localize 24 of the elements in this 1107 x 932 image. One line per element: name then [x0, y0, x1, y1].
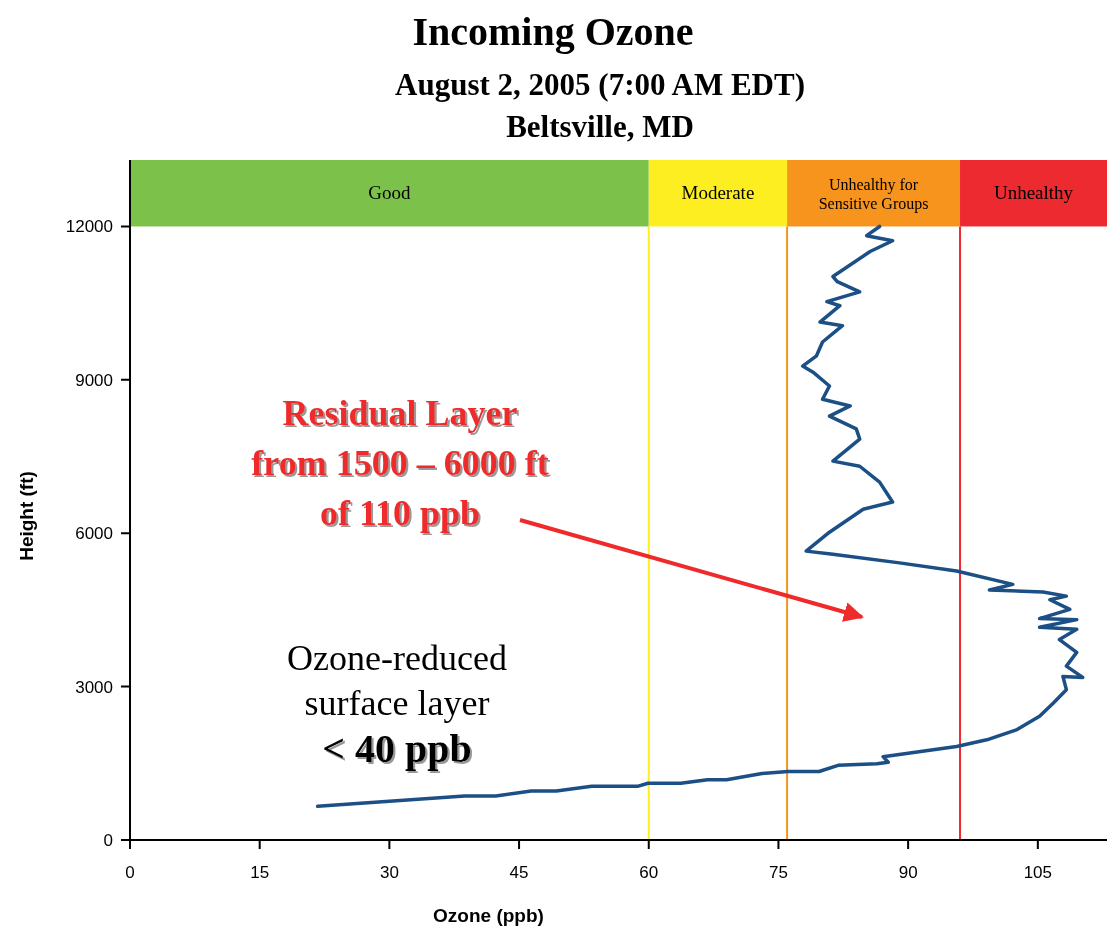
- x-tick-label: 75: [768, 863, 788, 882]
- chart-title: Incoming Ozone: [412, 9, 694, 54]
- x-tick-label: 105: [1023, 863, 1053, 882]
- x-tick-label: 45: [509, 863, 529, 882]
- annotation: Residual Layer from 1500 – 6000 ft of 110 ppb: [251, 393, 549, 533]
- x-tick-label: 15: [250, 863, 270, 882]
- band-label: Unhealthy for Sensitive Groups: [818, 175, 929, 213]
- chart-subtitle: August 2, 2005 (7:00 AM EDT) Beltsville, MD: [395, 67, 805, 144]
- x-tick-label: 90: [898, 863, 918, 882]
- x-axis-title: Ozone (ppb): [433, 905, 544, 926]
- band-label: Unhealthy: [993, 182, 1074, 204]
- y-tick-label: 9000: [75, 370, 113, 390]
- annotation: < 40 ppb: [322, 726, 472, 771]
- x-tick-label: 0: [125, 863, 135, 882]
- x-tick-label: 30: [379, 863, 399, 882]
- y-tick-label: 0: [103, 831, 113, 850]
- band-label: Moderate: [681, 182, 755, 204]
- y-tick-label: 12000: [65, 217, 113, 237]
- y-axis-title: Height (ft): [16, 471, 37, 561]
- annotation: Ozone-reduced surface layer: [287, 638, 507, 723]
- y-tick-label: 3000: [75, 677, 113, 697]
- x-tick-label: 60: [639, 863, 659, 882]
- band-label: Good: [368, 182, 411, 204]
- y-tick-label: 6000: [75, 524, 113, 544]
